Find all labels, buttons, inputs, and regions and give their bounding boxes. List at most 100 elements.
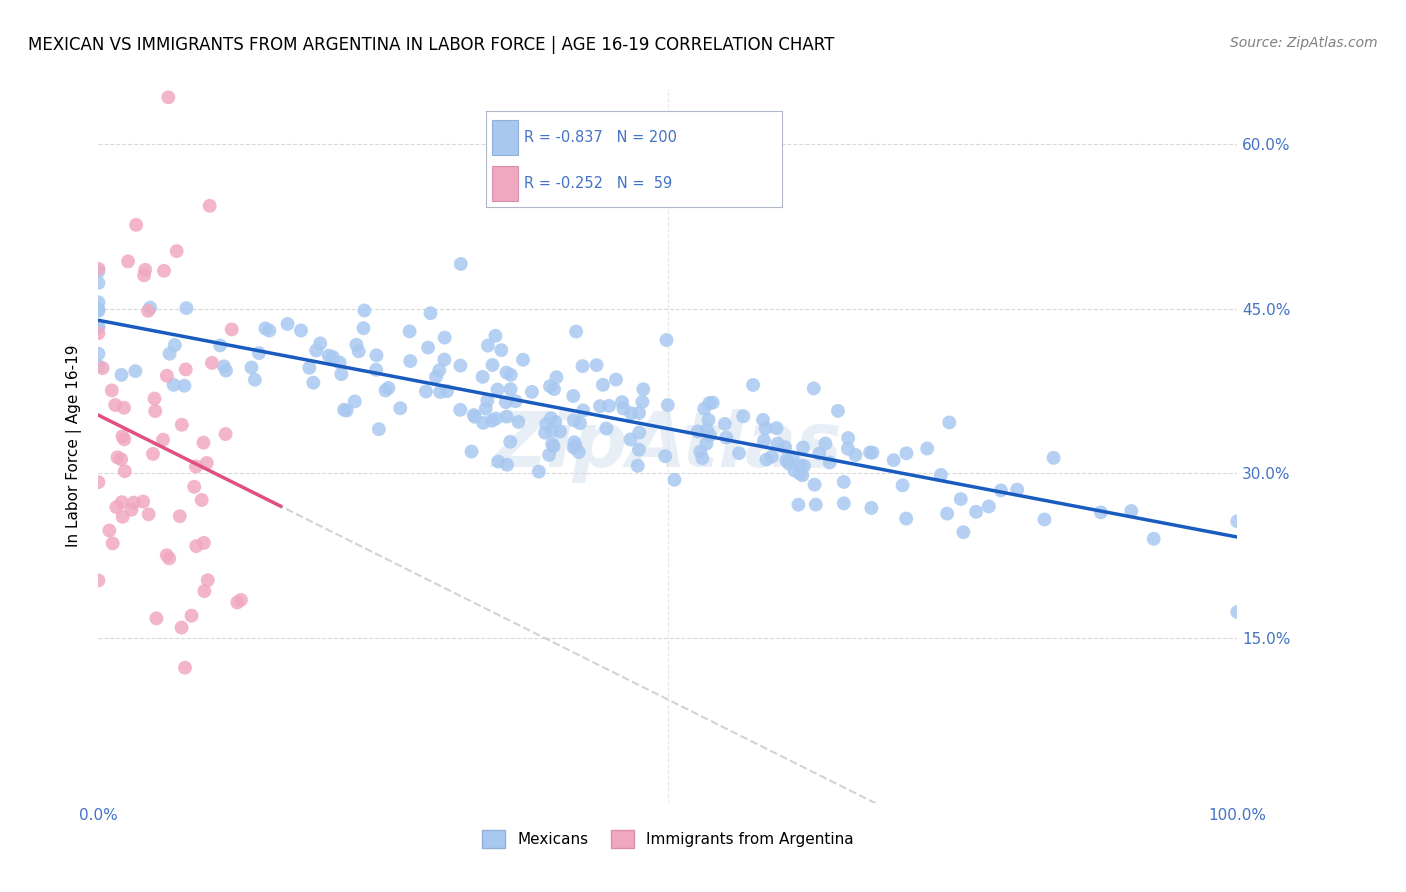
Point bbox=[329, 355, 352, 369]
Point bbox=[585, 358, 607, 372]
Point bbox=[1226, 605, 1249, 619]
Point bbox=[343, 394, 366, 409]
Point bbox=[163, 377, 186, 392]
Point bbox=[87, 264, 110, 278]
Point bbox=[259, 324, 281, 338]
Point bbox=[415, 384, 437, 399]
Point bbox=[1143, 532, 1166, 546]
Point bbox=[243, 373, 266, 387]
Point bbox=[425, 369, 447, 384]
Point bbox=[481, 358, 503, 372]
Point bbox=[174, 362, 197, 376]
Point bbox=[436, 384, 458, 398]
Point bbox=[775, 453, 797, 467]
Point bbox=[143, 392, 166, 406]
Point bbox=[949, 491, 972, 506]
Point bbox=[352, 321, 374, 335]
Point bbox=[818, 456, 841, 470]
Point bbox=[695, 436, 717, 450]
Point bbox=[789, 467, 811, 481]
Point bbox=[495, 395, 517, 409]
Point bbox=[366, 348, 388, 362]
Point bbox=[111, 429, 134, 443]
Point bbox=[87, 359, 110, 373]
Point bbox=[87, 574, 110, 588]
Point bbox=[91, 361, 114, 376]
Point bbox=[353, 303, 375, 318]
Point bbox=[87, 347, 110, 361]
Point bbox=[965, 505, 987, 519]
Point bbox=[367, 422, 389, 436]
Point bbox=[499, 382, 522, 396]
Point bbox=[472, 416, 495, 430]
Text: ZipAtlas: ZipAtlas bbox=[492, 409, 844, 483]
Point bbox=[463, 408, 485, 422]
Point bbox=[793, 458, 815, 473]
Point bbox=[792, 468, 814, 483]
Point bbox=[627, 442, 650, 457]
Point bbox=[197, 574, 219, 588]
Point bbox=[183, 480, 205, 494]
Y-axis label: In Labor Force | Age 16-19: In Labor Force | Age 16-19 bbox=[66, 344, 83, 548]
Point bbox=[655, 333, 678, 347]
Point bbox=[496, 458, 519, 472]
Point bbox=[765, 421, 787, 435]
Point bbox=[120, 502, 142, 516]
Point bbox=[787, 498, 810, 512]
Point bbox=[990, 483, 1012, 498]
Point bbox=[686, 425, 709, 439]
Point bbox=[193, 536, 215, 550]
Point bbox=[505, 394, 527, 409]
Point bbox=[87, 261, 110, 276]
Point bbox=[485, 411, 508, 425]
Point bbox=[755, 452, 778, 467]
Point bbox=[170, 621, 193, 635]
Point bbox=[598, 399, 620, 413]
Point bbox=[142, 447, 165, 461]
Point bbox=[814, 436, 837, 450]
Point bbox=[139, 301, 162, 315]
Point bbox=[562, 389, 585, 403]
Point bbox=[486, 454, 509, 468]
Point bbox=[112, 433, 135, 447]
Point bbox=[742, 378, 765, 392]
Point bbox=[512, 352, 534, 367]
Point bbox=[752, 413, 775, 427]
Point bbox=[693, 401, 716, 416]
Point bbox=[543, 382, 565, 396]
Point bbox=[318, 349, 340, 363]
Point bbox=[429, 384, 451, 399]
Point bbox=[212, 359, 235, 374]
Point bbox=[87, 319, 110, 334]
Point bbox=[170, 417, 193, 432]
Point bbox=[1033, 512, 1056, 526]
Point bbox=[100, 384, 122, 398]
Point bbox=[562, 435, 585, 450]
Point bbox=[377, 381, 399, 395]
Point bbox=[628, 406, 651, 420]
Point bbox=[792, 441, 814, 455]
Point bbox=[309, 336, 332, 351]
Point bbox=[159, 347, 181, 361]
Point bbox=[101, 536, 124, 550]
Point bbox=[808, 446, 831, 460]
Point bbox=[499, 368, 522, 382]
Point bbox=[620, 406, 643, 420]
Point bbox=[112, 401, 135, 415]
Point bbox=[105, 500, 128, 515]
Point bbox=[832, 475, 855, 489]
Point bbox=[110, 452, 132, 467]
Point bbox=[1090, 505, 1112, 519]
Point bbox=[302, 376, 325, 390]
Point bbox=[104, 398, 127, 412]
Point bbox=[153, 264, 176, 278]
Point bbox=[87, 326, 110, 340]
Point bbox=[936, 507, 959, 521]
Point bbox=[98, 524, 121, 538]
Point bbox=[214, 427, 236, 442]
Point bbox=[783, 463, 806, 477]
Point bbox=[540, 411, 562, 425]
Point bbox=[714, 417, 737, 431]
Point bbox=[929, 467, 952, 482]
Point bbox=[544, 415, 567, 429]
